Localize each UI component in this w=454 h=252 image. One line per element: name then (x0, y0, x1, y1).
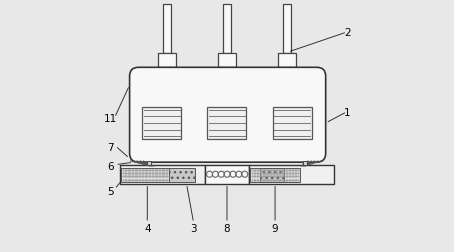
Bar (249, 165, 334, 184)
Bar (169, 168, 195, 182)
Text: 5: 5 (107, 186, 114, 197)
Text: 3: 3 (190, 223, 197, 233)
Bar (260, 168, 284, 182)
Bar (120, 165, 205, 184)
Bar (218, 54, 236, 68)
Bar (207, 107, 247, 140)
Text: 2: 2 (344, 28, 350, 38)
Text: 4: 4 (144, 223, 151, 233)
Bar (250, 168, 300, 182)
Text: 9: 9 (272, 223, 278, 233)
Text: 11: 11 (104, 113, 117, 123)
Bar (163, 5, 171, 54)
Bar (272, 107, 312, 140)
Bar (121, 168, 169, 182)
Text: 6: 6 (107, 161, 114, 171)
Bar (303, 161, 307, 165)
FancyBboxPatch shape (129, 68, 326, 163)
Text: 1: 1 (344, 107, 350, 117)
Bar (223, 5, 231, 54)
Text: 7: 7 (107, 142, 114, 152)
Text: 8: 8 (224, 223, 230, 233)
Bar (205, 165, 249, 184)
Bar (158, 54, 177, 68)
Bar (142, 107, 182, 140)
Bar (283, 5, 291, 54)
Bar (147, 161, 151, 165)
Bar (277, 54, 296, 68)
